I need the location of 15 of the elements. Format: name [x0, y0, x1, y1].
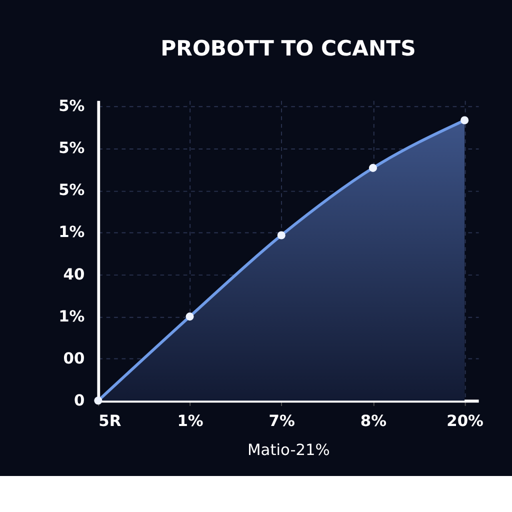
x-axis-title: Matio-21%: [248, 441, 330, 460]
text: 1%: [58, 307, 85, 326]
chart-title: PROBOTT TO CCANTS: [160, 35, 416, 60]
x-tick-label: 5R: [98, 412, 122, 430]
text: 0: [74, 391, 85, 410]
text: 5%: [58, 97, 85, 116]
text: 00: [63, 349, 85, 368]
x-tick-label: 7%: [268, 412, 295, 430]
x-tick-label: 8%: [360, 412, 387, 430]
x-tick-label: 1%: [177, 412, 204, 430]
text: 5%: [58, 139, 85, 158]
text: 1%: [58, 223, 85, 242]
x-tick-label: 20%: [446, 412, 484, 430]
text: 5%: [58, 181, 85, 200]
text: 40: [63, 265, 85, 284]
